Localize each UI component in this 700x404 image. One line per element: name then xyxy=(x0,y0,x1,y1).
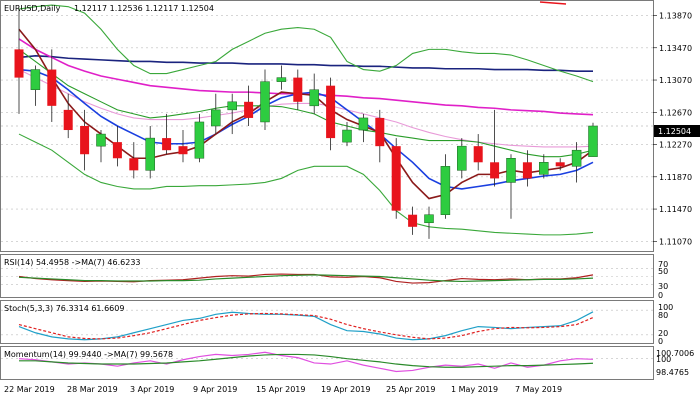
stoch-tick-80: 80 xyxy=(658,311,668,320)
candle-bull xyxy=(588,125,598,157)
date-label: 7 May 2019 xyxy=(515,385,562,394)
price-tick-label: 1.11070 xyxy=(659,237,692,246)
candle-bull xyxy=(571,149,582,167)
price-tick-label: 1.11470 xyxy=(659,205,692,214)
price-tick-label: 1.12270 xyxy=(659,141,692,150)
candle-bear xyxy=(162,138,172,151)
symbol-timeframe: EURUSD,Daily xyxy=(4,4,61,13)
date-label: 1 May 2019 xyxy=(451,385,498,394)
momentum-tick-high: 100.7006 xyxy=(656,349,694,358)
price-axis-labels: 1.13870 1.13470 1.13070 1.12670 1.12270 1.118… xyxy=(653,12,692,246)
offscale-red-line xyxy=(539,1,567,5)
rsi-panel-frame xyxy=(0,254,654,298)
candle-bull xyxy=(145,137,155,171)
offscale-line-stub xyxy=(539,1,567,5)
candle-bull xyxy=(227,101,237,111)
price-tick-label: 1.13070 xyxy=(659,76,692,85)
candle-bull xyxy=(96,133,106,147)
last-price-label: 1.12504 xyxy=(658,127,691,136)
candle-bull xyxy=(30,69,41,90)
candle-bear xyxy=(473,146,483,163)
stoch-panel-frame xyxy=(0,300,654,344)
candle-bear xyxy=(244,101,254,118)
overlay-line-bollinger xyxy=(18,133,594,236)
price-tick-label: 1.13470 xyxy=(659,44,692,53)
candle-bull xyxy=(424,214,434,224)
candle-bear xyxy=(80,126,90,155)
rsi-title: RSI(14) 54.4958 ->MA(7) 46.6233 xyxy=(4,258,141,267)
date-label: 28 Mar 2019 xyxy=(67,385,118,394)
candle-bull xyxy=(194,121,205,159)
stoch-tick-20: 20 xyxy=(658,329,668,338)
candle-bear xyxy=(375,117,385,147)
date-label: 25 Apr 2019 xyxy=(386,385,435,394)
indicator-gridlines xyxy=(1,267,653,359)
candle-bull xyxy=(539,162,549,175)
indicator-line-stoch_main xyxy=(18,311,594,341)
price-tick-label: 1.13870 xyxy=(659,12,692,21)
last-price-marker: 1.12504 xyxy=(654,125,700,137)
candle-bear xyxy=(326,85,336,139)
overlay-line-ma_pink xyxy=(18,69,594,148)
moving-average-overlays xyxy=(18,4,594,236)
stoch-tick-0: 0 xyxy=(658,337,663,346)
indicator-line-rsi_ma xyxy=(18,274,594,283)
candle-bull xyxy=(506,158,516,183)
momentum-tick-100: 100 xyxy=(656,355,671,364)
indicator-lines xyxy=(18,273,594,373)
candle-bull xyxy=(309,89,319,107)
rsi-tick-70: 70 xyxy=(658,260,668,269)
price-tick-label: 1.11870 xyxy=(659,173,692,182)
stoch-tick-100: 100 xyxy=(658,303,673,312)
indicator-line-stoch_signal xyxy=(18,312,594,340)
indicator-line-momentum_ma xyxy=(19,353,594,368)
momentum-title: Momentum(14) 99.9440 ->MA(7) 99.5678 xyxy=(4,350,173,359)
candle-bear xyxy=(490,162,500,179)
date-label: 9 Apr 2019 xyxy=(193,385,237,394)
candle-bull xyxy=(342,129,352,143)
candle-bear xyxy=(555,162,565,167)
candle-bear xyxy=(14,49,24,78)
rsi-tick-30: 30 xyxy=(658,282,668,291)
date-label: 19 Apr 2019 xyxy=(321,385,370,394)
candle-bear xyxy=(408,214,418,227)
candle-bull xyxy=(457,145,467,171)
stoch-title: Stoch(5,3,3) 76.3314 61.6609 xyxy=(4,304,124,313)
candle-bull xyxy=(276,77,287,82)
candlesticks xyxy=(14,9,598,239)
momentum-panel-frame xyxy=(0,346,654,380)
candle-bull xyxy=(211,109,221,127)
overlay-line-ma_blue xyxy=(18,68,594,190)
indicator-line-momentum xyxy=(18,351,594,373)
date-label: 22 Mar 2019 xyxy=(4,385,55,394)
candle-bear xyxy=(112,142,122,159)
ohlc-readout: 1.12117 1.12536 1.12117 1.12504 xyxy=(74,4,214,13)
momentum-tick-low: 98.4765 xyxy=(656,368,689,377)
overlay-line-bollinger xyxy=(18,4,594,83)
candle-bull xyxy=(358,117,369,131)
candle-bull xyxy=(440,166,451,215)
overlay-line-ma_green xyxy=(18,48,594,158)
candle-bear xyxy=(129,158,139,171)
candle-bear xyxy=(47,69,57,106)
rsi-tick-0: 0 xyxy=(658,291,663,300)
date-label: 3 Apr 2019 xyxy=(130,385,174,394)
overlay-line-ma_darkblue xyxy=(18,55,593,72)
candle-bear xyxy=(522,162,532,179)
date-axis: 22 Mar 2019 28 Mar 2019 3 Apr 2019 9 Apr… xyxy=(4,385,562,394)
candle-bear xyxy=(293,77,303,102)
candle-bull xyxy=(260,81,270,123)
candle-bear xyxy=(178,146,188,155)
candle-bear xyxy=(63,109,73,131)
rsi-tick-50: 50 xyxy=(658,267,668,276)
price-panel-frame xyxy=(0,0,654,252)
date-label: 15 Apr 2019 xyxy=(256,385,305,394)
price-tick-label: 1.12670 xyxy=(659,108,692,117)
candle-bear xyxy=(391,146,401,211)
